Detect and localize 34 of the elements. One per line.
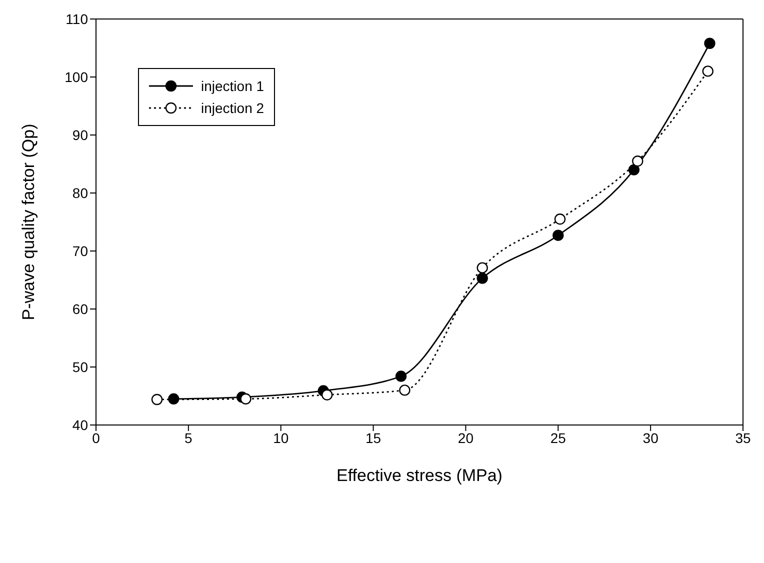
point [168,393,180,404]
y-tick-label: 100 [64,68,88,85]
y-tick-label: 90 [72,126,88,143]
y-tick-label: 40 [72,416,88,433]
x-tick-label: 15 [365,430,382,446]
point [704,38,716,49]
x-tick-label: 35 [735,430,751,446]
x-tick-label: 10 [273,430,289,446]
point [554,214,566,225]
point [476,262,488,274]
x-tick-label: 20 [458,430,474,446]
point [628,164,640,176]
point [552,230,564,241]
y-tick-label: 70 [72,242,88,259]
x-tick-label: 30 [642,430,659,446]
y-tick-label: 60 [72,300,88,317]
point [321,389,333,400]
y-tick-label: 80 [72,184,88,201]
legend-label: injection 1 [201,78,264,94]
x-tick-label: 25 [550,430,566,446]
y-axis-title: P-wave quality factor (Qp) [19,124,38,320]
point [240,393,252,404]
x-tick-label: 5 [184,430,193,446]
y-tick-label: 50 [72,358,88,375]
x-tick-label: 0 [92,430,100,446]
y-tick-label: 110 [66,10,88,27]
x-axis-title: Effective stress (MPa) [336,466,502,485]
point [702,66,714,77]
point [632,156,644,167]
point [476,272,488,284]
point [399,384,410,396]
legend-label: injection 2 [201,100,264,116]
point [395,370,407,382]
point [151,394,163,406]
